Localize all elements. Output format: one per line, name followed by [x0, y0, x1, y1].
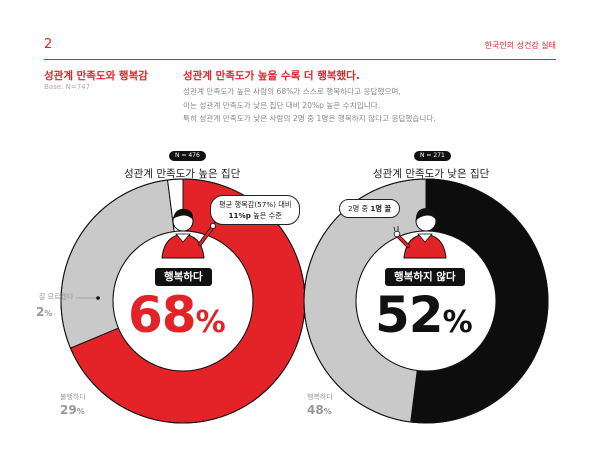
page-number: 2 — [44, 37, 53, 52]
result-label-unhappy: 행복하지 않다 — [385, 268, 465, 286]
pct-unit: % — [44, 309, 53, 318]
donut-low-outer-ring — [303, 178, 549, 424]
pct-unhappy: 29% — [60, 403, 85, 417]
big-unit: % — [195, 305, 226, 340]
bubble-emphasis: 1명 꼴 — [370, 204, 392, 213]
donut-chart-high — [60, 178, 306, 424]
big-value: 68 — [128, 286, 197, 344]
headline: 성관계 만족도가 높을 수록 더 행복했다. — [183, 70, 360, 82]
label-unhappy: 불행하다 — [60, 393, 86, 401]
pct-happy: 48% — [307, 403, 332, 417]
label-happy: 행복하다 — [307, 393, 333, 401]
speech-bubble-high: 평균 행복감(57%) 대비 11%p 높은 수준 — [210, 195, 301, 225]
body-line: 이는 성관계 만족도가 낮은 집단 대비 20%p 높은 수치입니다. — [183, 100, 381, 110]
base-note: Base: N=747 — [44, 83, 91, 91]
pct-value: 2 — [36, 305, 45, 319]
big-value: 52 — [375, 286, 444, 344]
result-label-happy: 행복하다 — [155, 268, 212, 286]
pct-unit: % — [76, 407, 85, 416]
bubble-prefix: 2명 중 — [348, 204, 371, 213]
woman-illustration — [161, 208, 217, 259]
pct-value: 29 — [60, 403, 77, 417]
donut-chart-low — [303, 178, 549, 424]
big-unit: % — [442, 305, 473, 340]
label-unsure: 잘 모르겠다 — [39, 293, 74, 301]
body-line: 특히 성관계 만족도가 낮은 사람의 2명 중 1명은 행복하지 않다고 응답했… — [183, 114, 436, 123]
section-title: 성관계 만족도와 행복감 — [44, 70, 148, 82]
body-line: 성관계 만족도가 높은 사람의 68%가 스스로 행복하다고 응답했으며, — [183, 87, 401, 96]
pct-unit: % — [323, 407, 332, 416]
pct-unsure: 2% — [36, 305, 52, 319]
group-title-high: 성관계 만족도가 높은 집단 — [124, 168, 241, 180]
bubble-line: 평균 행복감(57%) 대비 — [219, 200, 292, 209]
big-percentage-low: 52% — [375, 290, 473, 348]
group-title-low: 성관계 만족도가 낮은 집단 — [373, 168, 490, 180]
n-badge-high: N = 476 — [169, 151, 206, 161]
bubble-emphasis: 11%p — [228, 211, 251, 220]
leader-dot — [96, 296, 100, 300]
n-badge-low: N = 271 — [414, 151, 451, 161]
header-divider — [44, 59, 556, 60]
bubble-line: 11%p 높은 수준 — [219, 210, 291, 221]
body-text: 성관계 만족도가 높은 사람의 68%가 스스로 행복하다고 응답했으며, 이는… — [183, 85, 563, 126]
big-percentage-high: 68% — [128, 290, 226, 348]
pct-value: 48 — [307, 403, 324, 417]
speech-bubble-low: 2명 중 1명 꼴 — [339, 199, 401, 218]
report-title: 한국인의 성건강 실태 — [484, 41, 556, 50]
bubble-rest: 높은 수준 — [250, 211, 282, 220]
man-illustration — [393, 208, 447, 259]
